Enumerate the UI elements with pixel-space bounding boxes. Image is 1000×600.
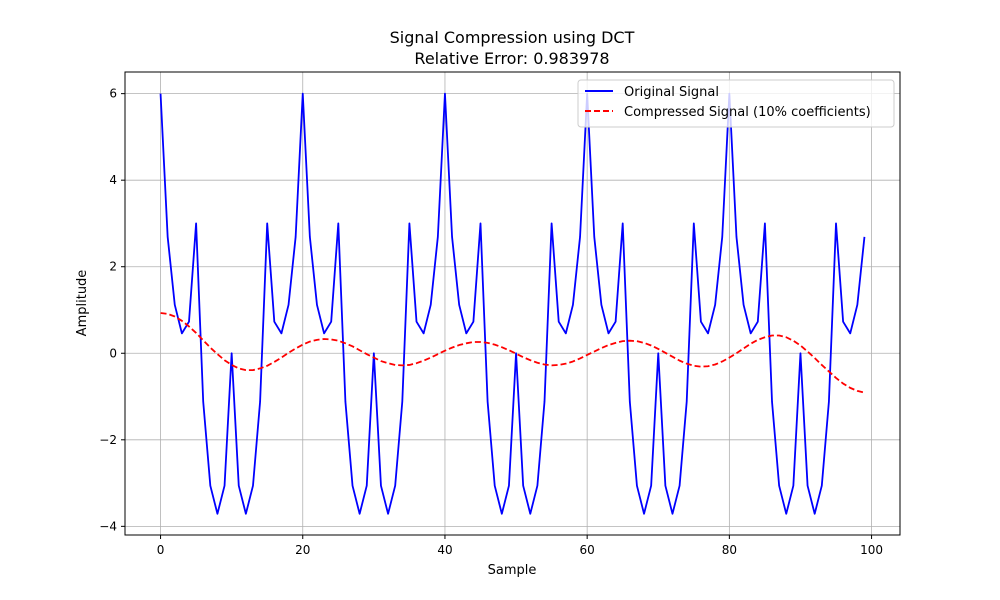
- compressed-signal-line: [160, 312, 865, 394]
- x-tick-label: 100: [860, 543, 883, 557]
- x-tick-label: 0: [157, 543, 165, 557]
- chart-title: Signal Compression using DCT: [390, 28, 635, 47]
- y-tick-label: 0: [109, 346, 117, 360]
- original-signal-line: [159, 92, 866, 515]
- y-tick-label: −4: [99, 519, 117, 533]
- legend-label-compressed: Compressed Signal (10% coefficients): [624, 105, 871, 120]
- x-axis-label: Sample: [488, 563, 537, 578]
- x-tick-label: 80: [722, 543, 737, 557]
- y-tick-label: 4: [109, 173, 117, 187]
- legend: Original Signal Compressed Signal (10% c…: [577, 79, 895, 128]
- chart-subtitle: Relative Error: 0.983978: [414, 49, 609, 68]
- x-tick-label: 40: [437, 543, 452, 557]
- series-lines: [159, 92, 866, 515]
- legend-box: [577, 79, 895, 128]
- y-tick-label: 2: [109, 260, 117, 274]
- axis-ticks: 0 20 40 60 80 100 −4 −2 0 2 4 6: [99, 87, 883, 557]
- plot-frame: [124, 71, 901, 536]
- legend-label-original: Original Signal: [624, 85, 719, 100]
- x-tick-label: 20: [295, 543, 310, 557]
- y-tick-label: −2: [99, 433, 117, 447]
- grid-lines: [125, 72, 900, 535]
- y-axis-label: Amplitude: [75, 270, 90, 337]
- y-tick-label: 6: [109, 87, 117, 101]
- x-tick-label: 60: [580, 543, 595, 557]
